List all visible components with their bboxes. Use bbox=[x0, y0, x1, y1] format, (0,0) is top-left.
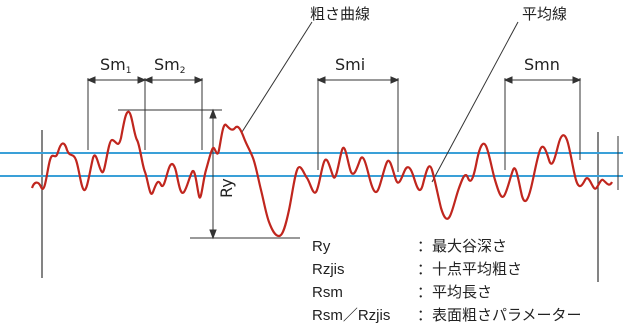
ry-axis-label: Ry bbox=[217, 178, 236, 198]
roughness-curve-label: 粗さ曲線 bbox=[310, 5, 370, 23]
smn-label: Smn bbox=[524, 55, 560, 74]
roughness-curve bbox=[30, 110, 613, 238]
roughness-curve-leader bbox=[241, 21, 313, 133]
smi-label: Smi bbox=[335, 55, 365, 74]
legend-definition: ：最大谷深さ bbox=[417, 237, 507, 255]
legend-term: Ry bbox=[312, 238, 331, 255]
legend-definition: ：平均長さ bbox=[417, 283, 492, 301]
mean-line-label: 平均線 bbox=[522, 5, 567, 23]
interval-markers bbox=[87, 78, 581, 172]
legend-term: Rzjis bbox=[312, 261, 345, 278]
legend-term: Rsm／Rzjis bbox=[312, 307, 390, 324]
legend-term: Rsm bbox=[312, 284, 343, 301]
sm2-label: Sm2 bbox=[154, 55, 185, 76]
ry-measurement bbox=[118, 108, 300, 240]
legend-definition: ：表面粗さパラメーター bbox=[417, 306, 582, 324]
legend: Ry ：最大谷深さ Rzjis ：十点平均粗さ Rsm ：平均長さ Rsm／Rz… bbox=[312, 237, 582, 324]
sm1-label: Sm1 bbox=[100, 55, 131, 76]
mean-line-leader bbox=[431, 21, 519, 183]
interval-arrows bbox=[86, 76, 582, 84]
legend-definition: ：十点平均粗さ bbox=[417, 260, 522, 278]
